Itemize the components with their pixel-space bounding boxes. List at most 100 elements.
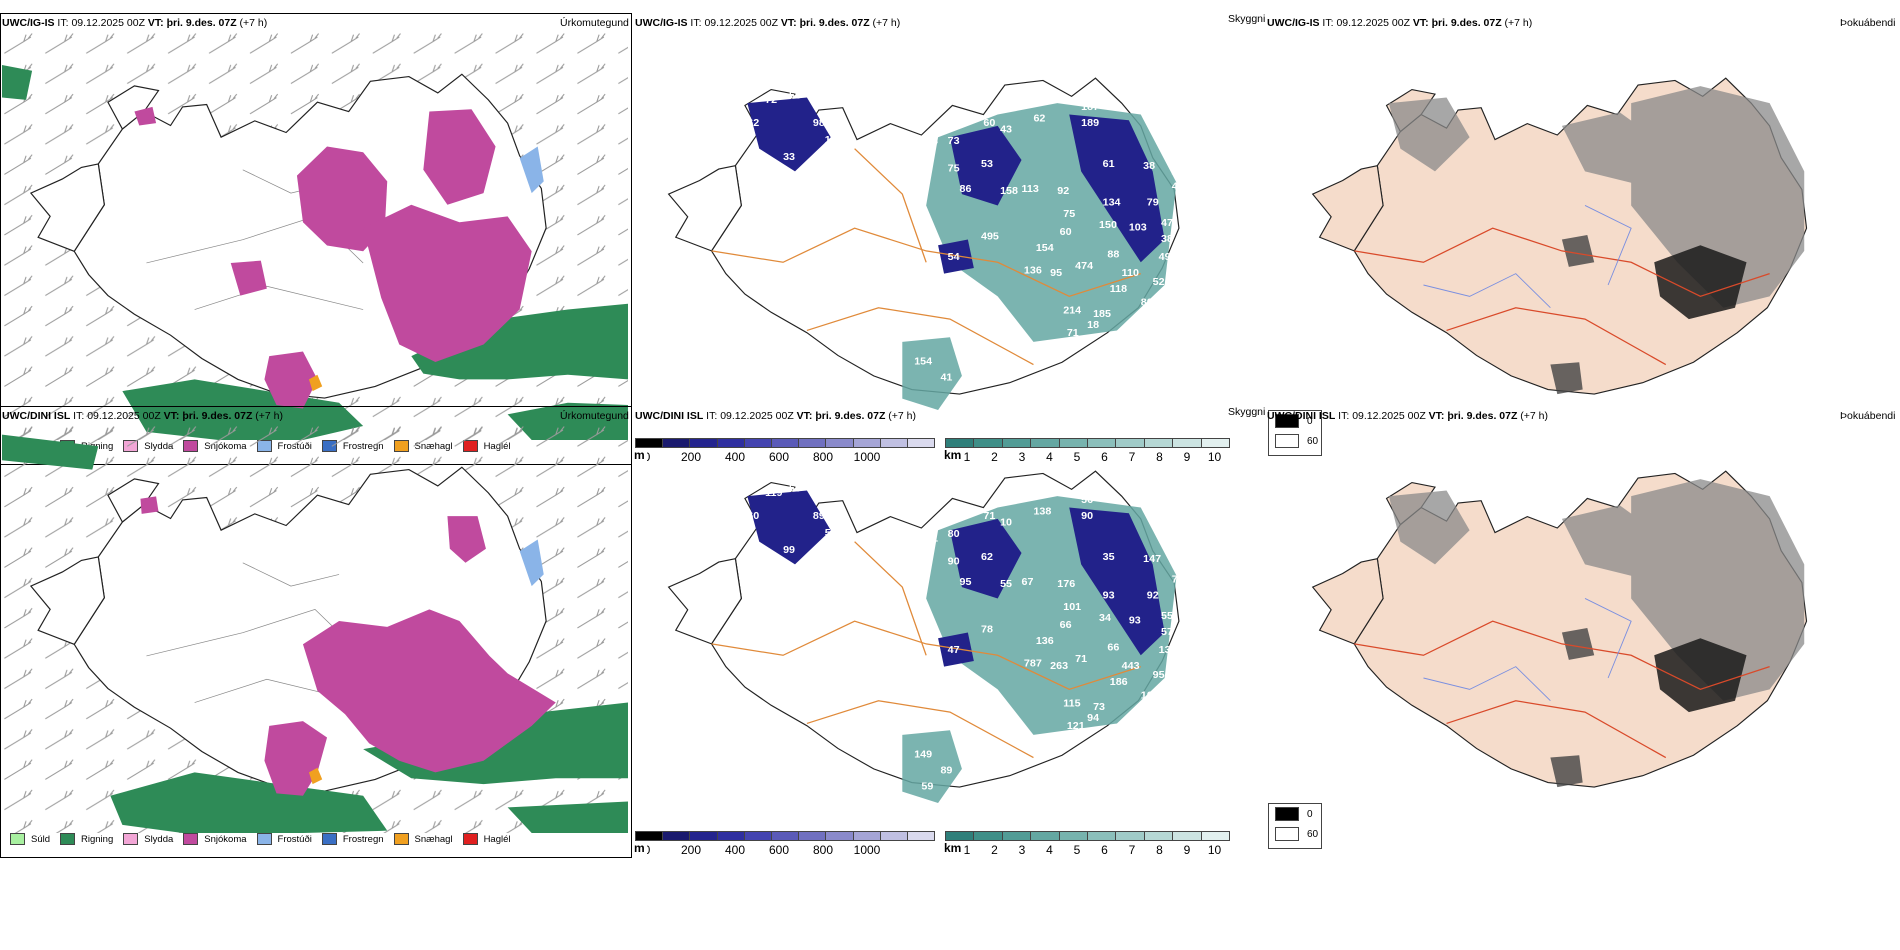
visibility-tick: 10: [1207, 843, 1222, 857]
fog-map: [1311, 470, 1808, 788]
visibility-value-label: 38: [1143, 161, 1155, 172]
elevation-bar-step: [907, 832, 935, 840]
road-lines: [711, 541, 1141, 759]
precip-legend-item: Haglél: [462, 833, 511, 845]
visibility-value-label: 52: [1153, 277, 1165, 288]
visibility-value-label: 150: [1099, 220, 1117, 231]
visibility-value-label: 50: [789, 484, 801, 495]
visibility-value-label: 61: [1103, 159, 1115, 170]
visibility-value-label: 101: [1063, 602, 1081, 613]
visibility-value-label: 35: [1103, 552, 1115, 563]
visibility-value-label: 66: [1060, 620, 1072, 631]
road-lines: [1354, 227, 1770, 366]
visibility-value-label: 80: [948, 529, 960, 540]
road-lines: [711, 148, 1141, 366]
fog-indicator-dark: [1654, 245, 1747, 320]
river-lines: [1423, 598, 1632, 702]
it-value: 09.12.2025 00Z: [87, 410, 161, 422]
visibility-value-label: 149: [914, 750, 932, 761]
visibility-value-label: 93: [1129, 616, 1141, 627]
visibility-value-label: 92: [1057, 186, 1069, 197]
visibility-value-label: 40: [1172, 182, 1184, 193]
visibility-tick: 4: [1046, 450, 1053, 464]
it-value: 09.12.2025 00Z: [704, 17, 778, 29]
visibility-value-label: 495: [981, 232, 999, 243]
visibility-value-label: 75: [948, 164, 960, 175]
elevation-bar-step: [853, 439, 881, 447]
model-name: UWC/IG-IS: [1267, 17, 1320, 29]
visibility-value-label: 57: [1161, 627, 1173, 638]
precip-legend-swatch: [10, 833, 25, 845]
visibility-value-label: 65: [1172, 561, 1184, 572]
visibility-value-label: 443: [1122, 661, 1140, 672]
visibility-panel-title: Skyggni: [1228, 13, 1266, 25]
visibility-value-label: 49: [1159, 252, 1171, 263]
elevation-tick: 400: [724, 450, 746, 464]
visibility-value-label: 92: [1147, 591, 1159, 602]
precip-map: [2, 30, 628, 440]
visibility-value-label: 71: [1075, 654, 1087, 665]
visibility-value-label: 66: [1107, 643, 1119, 654]
visibility-value-label: 53: [981, 159, 993, 170]
vt-value: þri. 9.des. 07Z: [182, 410, 253, 422]
visibility-bar-step: [1002, 832, 1032, 840]
elevation-bar-step: [907, 439, 935, 447]
precip-legend-item: Súld: [10, 833, 50, 845]
vt-label: VT:: [1412, 17, 1429, 29]
visibility-value-label: 113: [1022, 184, 1039, 195]
elevation-bar-step: [880, 832, 908, 840]
visibility-bar-step: [1173, 832, 1202, 840]
fog-legend-row: 0: [1269, 804, 1321, 824]
vt-label: VT:: [163, 410, 180, 422]
elevation-bar-step: [799, 832, 827, 840]
visibility-value-label: 72: [765, 95, 777, 106]
visibility-value-label: 78: [981, 625, 993, 636]
lead-time: (+7 h): [888, 410, 917, 422]
elevation-tick: 600: [768, 450, 790, 464]
it-label: IT:: [690, 17, 702, 29]
visibility-value-label: 787: [1024, 659, 1042, 670]
visibility-value-label: 54: [948, 252, 960, 263]
road-lines: [1354, 620, 1770, 759]
fog-legend: 0 60: [1268, 410, 1322, 456]
lead-time: (+7 h): [255, 410, 284, 422]
elevation-bar-step: [826, 439, 854, 447]
it-label: IT:: [1338, 410, 1350, 422]
precip-legend-swatch: [462, 833, 478, 845]
lead-time: (+7 h): [239, 17, 268, 29]
visibility-value-label: 166: [1141, 691, 1159, 702]
elevation-tick: 800: [812, 843, 834, 857]
low-visibility-area: [902, 730, 962, 803]
visibility-value-label: 189: [1081, 118, 1099, 129]
fog-panel-title: Þokuábendi: [1840, 410, 1896, 422]
visibility-value-label: 176: [1057, 579, 1075, 590]
visibility-value-label: 134: [1103, 198, 1121, 209]
visibility-value-label: 138: [1033, 507, 1051, 518]
visibility-value-label: 154: [914, 357, 932, 368]
fog-legend-label: 60: [1307, 828, 1319, 840]
visibility-value-label: 118: [1110, 284, 1127, 295]
visibility-value-label: 62: [747, 118, 759, 129]
fog-legend-row: 0: [1269, 411, 1321, 431]
model-name: UWC/DINI ISL: [635, 410, 704, 422]
visibility-tick: 3: [1018, 450, 1026, 464]
visibility-colorbar: 1 2 3 4 5 6 7 8 9 10 km: [944, 438, 1230, 464]
visibility-value-label: 158: [1000, 186, 1018, 197]
vt-label: VT:: [1428, 410, 1445, 422]
visibility-value-label: 89: [940, 766, 952, 777]
visibility-value-label: 98: [813, 118, 825, 129]
visibility-value-label: 47: [948, 645, 960, 656]
visibility-tick: 9: [1183, 843, 1191, 857]
it-label: IT:: [1322, 17, 1334, 29]
visibility-value-label: 71: [1067, 328, 1079, 339]
elevation-bar-step: [636, 832, 664, 840]
visibility-value-label: 263: [1050, 661, 1068, 672]
fog-legend-label: 0: [1307, 415, 1313, 427]
lead-time: (+7 h): [1520, 410, 1549, 422]
visibility-tick: 9: [1183, 450, 1191, 464]
precip-legend-item: Frostregn: [321, 833, 384, 845]
fog-legend-swatch: [1275, 827, 1299, 841]
visibility-bar-step: [1059, 832, 1089, 840]
visibility-bar-step: [1116, 439, 1145, 447]
